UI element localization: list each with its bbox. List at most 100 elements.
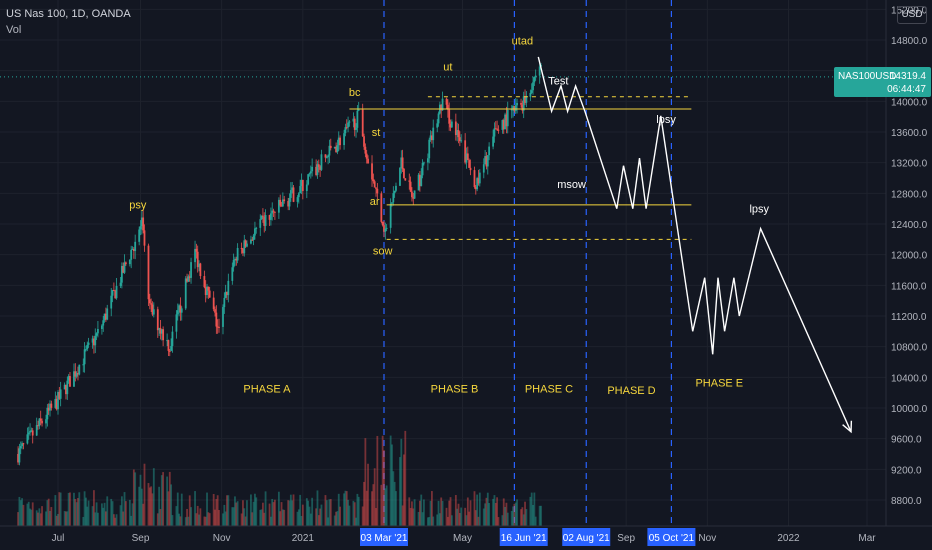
candle-body: [333, 146, 336, 149]
volume-bar: [142, 503, 145, 526]
y-tick-label: 9600.0: [891, 435, 922, 446]
volume-bar: [97, 512, 99, 526]
candle-body: [361, 109, 364, 137]
candle-body: [309, 171, 312, 174]
candle-body: [502, 120, 505, 130]
candle-body: [408, 180, 411, 182]
volume-bar: [184, 517, 187, 526]
volume-bar: [522, 514, 525, 526]
volume-bar: [458, 513, 461, 526]
volume-bar: [19, 500, 22, 526]
volume-bar: [196, 505, 199, 526]
candle-body: [305, 184, 308, 192]
annotation-label: PHASE B: [431, 384, 479, 396]
candle-body: [119, 282, 122, 286]
volume-bar: [246, 500, 248, 526]
candle-body: [308, 173, 311, 175]
annotation-label: lpsy: [656, 114, 676, 126]
volume-bar: [147, 483, 150, 526]
candle-body: [413, 190, 416, 199]
candle-body: [356, 110, 359, 128]
volume-bar: [327, 517, 330, 526]
volume-bar: [423, 499, 425, 526]
candle-body: [148, 299, 151, 304]
candle-body: [47, 407, 50, 411]
candle-body: [259, 219, 262, 228]
candle-body: [251, 239, 254, 241]
candle-body: [512, 106, 514, 110]
candle-body: [171, 331, 174, 347]
volume-bar: [106, 496, 109, 526]
candle-body: [297, 193, 300, 198]
volume-bar: [297, 509, 300, 526]
time-axis[interactable]: Jul Sep Nov 2021 May Sep Nov 2022 Mar 03 Mar '21 1…: [0, 525, 932, 546]
candle-body: [29, 430, 31, 433]
candle-body: [175, 314, 178, 332]
candle-body: [460, 140, 463, 142]
symbol-title[interactable]: US Nas 100, 1D, OANDA: [6, 8, 131, 20]
volume-bar: [289, 494, 292, 526]
volume-bar: [413, 499, 416, 526]
y-tick-label: 10000.0: [891, 404, 928, 415]
volume-bar: [138, 486, 141, 526]
date-marker-box: [647, 528, 696, 546]
volume-bar: [468, 511, 471, 526]
volume-bar: [534, 516, 537, 526]
projection-line: [537, 56, 852, 433]
volume-bar: [199, 508, 202, 526]
volume-bar: [456, 508, 459, 526]
candle-body: [432, 127, 435, 141]
volume-bar: [403, 454, 405, 526]
candle-body: [411, 191, 413, 198]
volume-bar: [244, 516, 247, 526]
candle-body: [176, 310, 179, 315]
candle-body: [530, 90, 533, 93]
volume-bar: [222, 513, 224, 526]
volume-bar: [307, 500, 310, 526]
volume-bar: [102, 507, 105, 526]
candle-body: [316, 164, 319, 175]
candle-body: [484, 156, 487, 165]
x-tick-label: Sep: [132, 533, 150, 544]
volume-bar: [188, 495, 191, 526]
volume-bar: [171, 515, 174, 526]
candle-body: [428, 139, 431, 159]
candle-body: [188, 276, 191, 278]
candle-body: [224, 291, 227, 298]
candle-body: [206, 286, 208, 296]
volume-bar: [124, 501, 127, 526]
volume-bar: [446, 516, 449, 526]
chart-legend: US Nas 100, 1D, OANDA Vol: [6, 6, 131, 38]
volume-bar: [372, 484, 375, 526]
candle-body: [440, 104, 443, 111]
volume-bar: [187, 516, 190, 526]
candle-body: [27, 432, 30, 435]
candle-body: [101, 325, 103, 329]
volume-bar: [273, 499, 276, 526]
currency-button[interactable]: USD: [897, 6, 927, 24]
volume-bar: [132, 469, 135, 526]
candle-body: [328, 145, 331, 156]
volume-indicator-label[interactable]: Vol: [6, 24, 22, 36]
volume-bar: [159, 509, 162, 526]
candle-body: [105, 313, 107, 320]
candle-body: [102, 320, 105, 326]
volume-bar: [105, 511, 107, 526]
candle-body: [501, 120, 504, 130]
volume-bar: [65, 511, 67, 526]
candle-body: [268, 215, 271, 220]
volume-bar: [392, 471, 395, 526]
candle-body: [39, 418, 42, 421]
candle-body: [232, 259, 235, 268]
volume-bar: [432, 516, 435, 526]
candle-body: [196, 251, 199, 268]
volume-bar: [441, 500, 444, 526]
candle-body: [385, 227, 388, 229]
candle-body: [75, 373, 78, 377]
candle-body: [97, 328, 99, 334]
date-marker-box: [359, 528, 408, 546]
candle-body: [57, 391, 59, 410]
volume-bar: [339, 506, 341, 526]
